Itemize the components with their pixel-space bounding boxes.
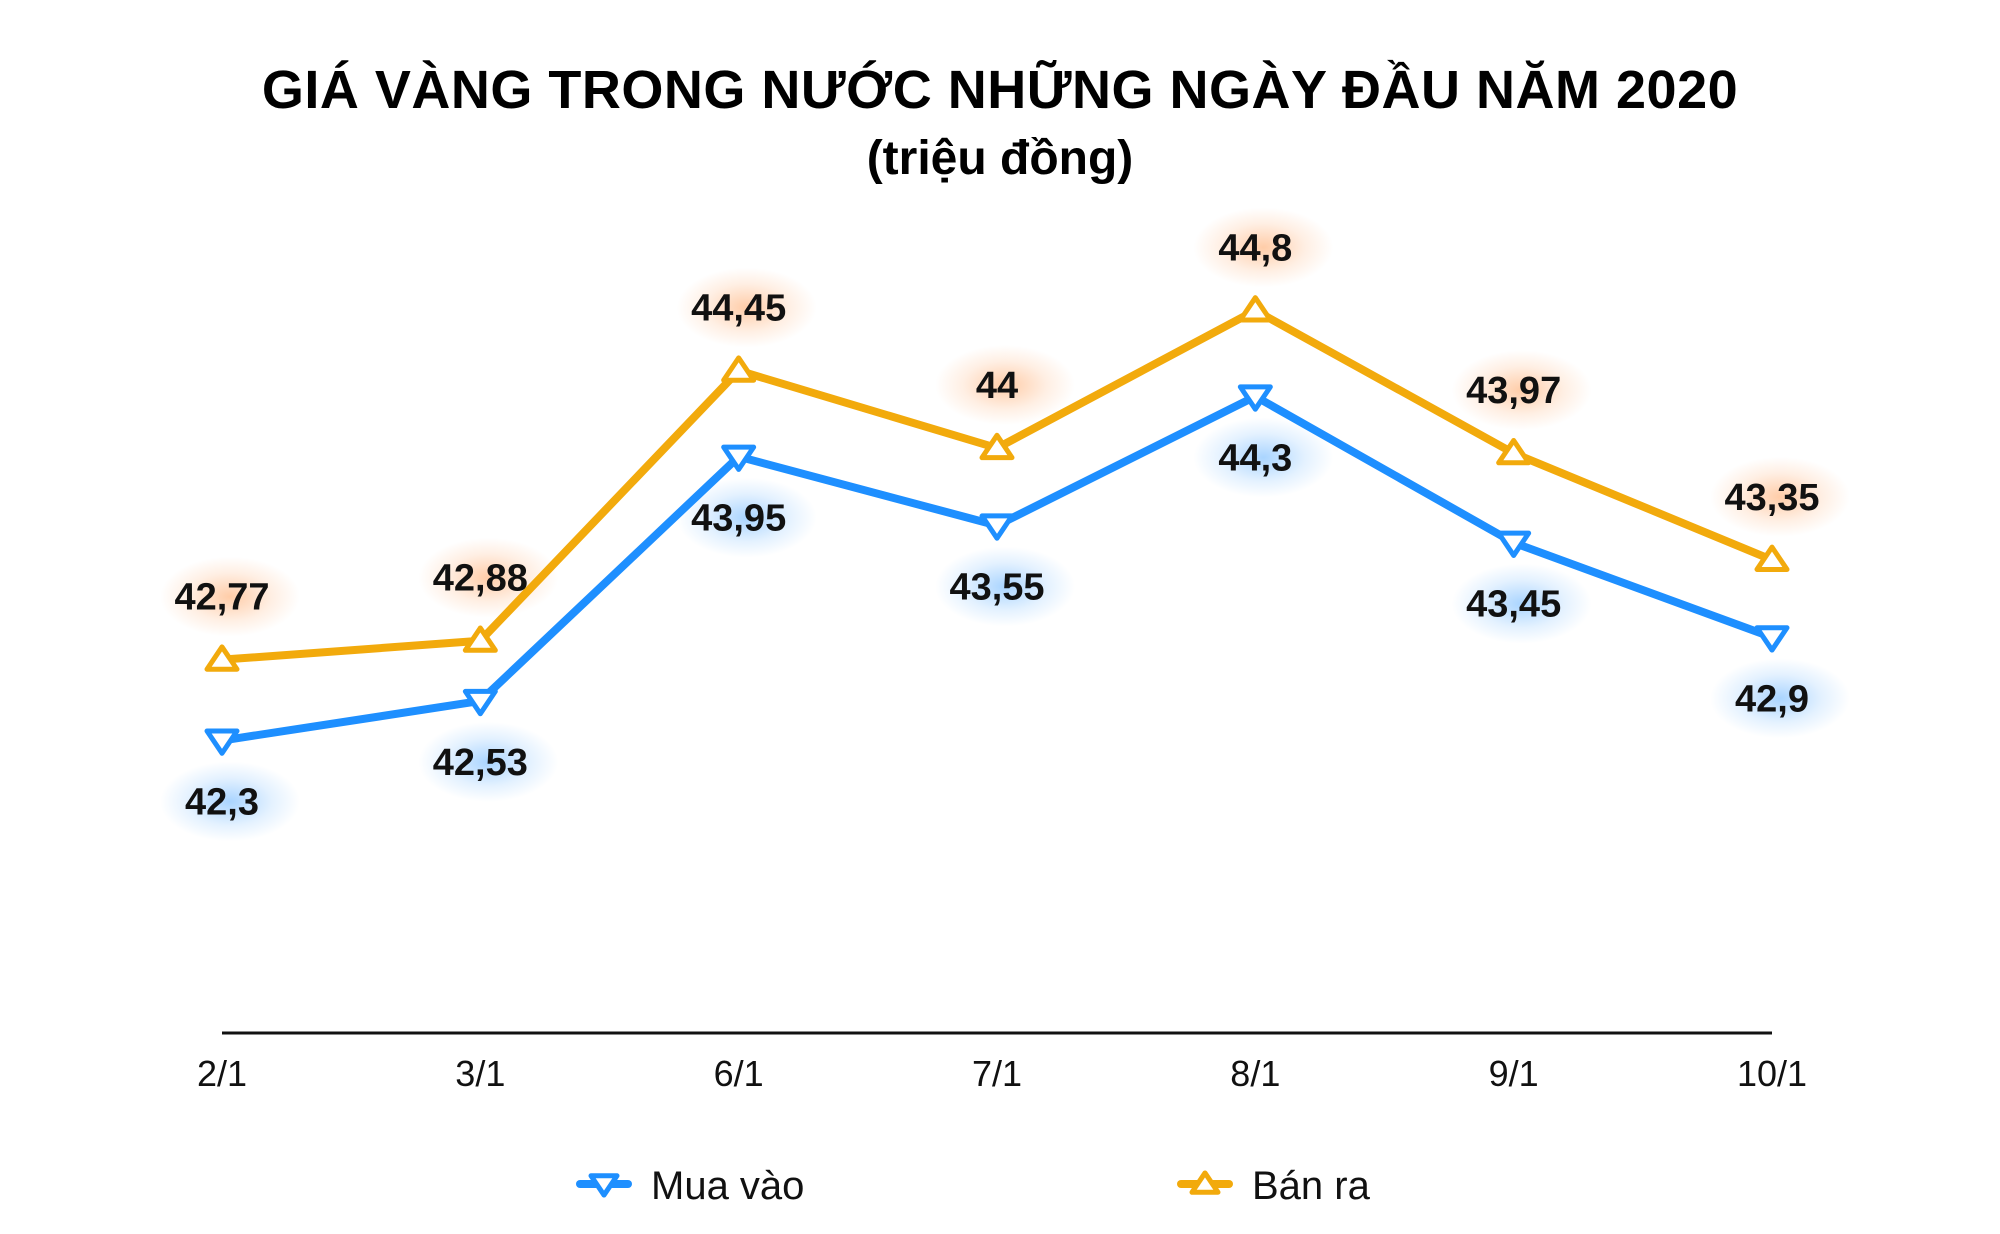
data-point-marker [1237, 295, 1273, 323]
data-label: 43,97 [1466, 370, 1561, 412]
data-label: 44,8 [1218, 227, 1292, 269]
data-label-glow [1451, 350, 1592, 431]
data-point-marker [1754, 544, 1790, 572]
data-label-glow [1193, 417, 1334, 498]
series-layer [204, 295, 1790, 756]
data-label: 43,95 [691, 498, 786, 540]
data-label: 43,45 [1466, 584, 1561, 626]
data-label: 43,55 [949, 566, 1044, 608]
data-label: 44 [976, 365, 1018, 407]
label-glow-layer [160, 207, 1850, 842]
data-point-marker [721, 444, 757, 472]
legend: Mua vào Bán ra [576, 1164, 1371, 1208]
data-label-glow [160, 556, 300, 637]
data-label-glow [1451, 563, 1592, 644]
data-label-glow [1193, 207, 1334, 288]
data-label-glow [160, 761, 300, 842]
data-point-marker [462, 625, 498, 653]
data-point-marker [1237, 384, 1273, 412]
data-label: 42,3 [185, 782, 259, 824]
data-point-marker [204, 644, 240, 672]
x-tick-label: 7/1 [972, 1053, 1022, 1094]
data-label: 42,77 [174, 577, 269, 619]
data-label: 44,45 [691, 288, 786, 330]
data-label-glow [935, 546, 1075, 627]
data-point-marker [1496, 530, 1532, 558]
data-point-marker [721, 355, 757, 383]
data-point-marker [1496, 437, 1532, 466]
data-point-marker [979, 432, 1015, 461]
x-tick-label: 6/1 [714, 1053, 764, 1094]
data-label: 42,9 [1735, 678, 1809, 720]
x-tick-label: 8/1 [1230, 1053, 1280, 1094]
data-point-marker [462, 688, 498, 717]
x-tick-label: 3/1 [455, 1053, 505, 1094]
data-point-marker [979, 513, 1015, 541]
data-label-glow [1710, 658, 1850, 739]
data-label-glow [1710, 456, 1850, 537]
data-label-glow [935, 345, 1075, 426]
chart-subtitle: (triệu đồng) [866, 132, 1134, 185]
data-labels-layer: 42,3 42,53 43,95 43,55 44,3 43,45 42,9 42,77 42,… [174, 227, 1819, 823]
x-axis-tick-labels: 2/1 3/1 6/1 7/1 8/1 9/1 10/1 [197, 1053, 1807, 1094]
data-label-glow [676, 477, 817, 558]
legend-label: Bán ra [1252, 1164, 1371, 1208]
x-tick-label: 2/1 [197, 1053, 247, 1094]
legend-marker [1189, 1170, 1221, 1195]
data-label: 43,35 [1724, 477, 1819, 519]
data-point-marker [204, 728, 240, 756]
data-label: 42,88 [433, 558, 528, 600]
data-label: 44,3 [1218, 437, 1292, 479]
legend-marker [588, 1173, 620, 1198]
data-label-glow [676, 267, 817, 348]
chart-title: GIÁ VÀNG TRONG NƯỚC NHỮNG NGÀY ĐẦU NĂM 2… [261, 60, 1739, 120]
legend-label: Mua vào [651, 1164, 804, 1208]
x-tick-label: 10/1 [1737, 1053, 1807, 1094]
data-label: 42,53 [433, 742, 528, 784]
data-label-glow [418, 721, 559, 802]
data-point-marker [1754, 625, 1790, 653]
x-tick-label: 9/1 [1489, 1053, 1539, 1094]
